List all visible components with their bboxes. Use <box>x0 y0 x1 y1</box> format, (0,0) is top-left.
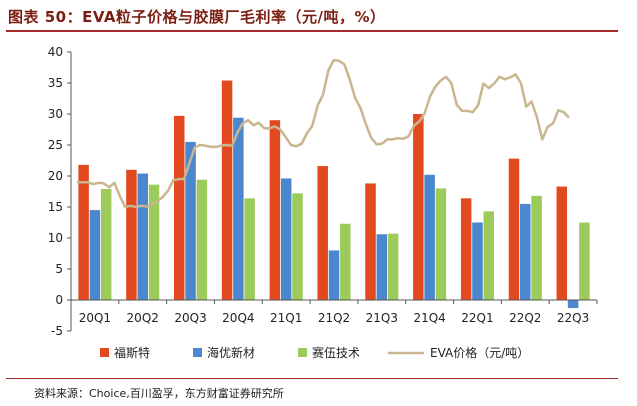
y-tick-label: 10 <box>48 231 63 245</box>
x-tick-label: 20Q3 <box>174 311 206 325</box>
bar-series-2 <box>376 234 388 300</box>
bar-series-3 <box>148 184 160 300</box>
bar-series-2 <box>424 174 435 300</box>
bar-series-1 <box>413 114 424 300</box>
y-tick-label: 25 <box>48 138 63 152</box>
x-tick-label: 21Q4 <box>413 311 445 325</box>
y-tick-label: 15 <box>48 200 63 214</box>
legend-swatch-3 <box>298 348 307 357</box>
bar-series-1 <box>269 120 281 300</box>
bar-series-3 <box>531 195 542 300</box>
y-tick-label: 35 <box>48 76 63 90</box>
y-tick-label: 5 <box>55 262 63 276</box>
bar-series-3 <box>292 193 303 300</box>
bar-series-1 <box>508 158 520 300</box>
bar-series-2 <box>472 222 483 300</box>
x-tick-label: 22Q1 <box>461 311 493 325</box>
y-tick-label: 0 <box>55 293 63 307</box>
x-tick-label: 21Q1 <box>270 311 302 325</box>
legend-label-4: EVA价格（元/吨） <box>430 345 529 360</box>
bar-series-2 <box>185 141 196 300</box>
bar-series-1 <box>556 186 568 300</box>
x-axis: 20Q1 20Q2 20Q3 20Q4 21Q1 21Q2 21Q3 21Q4 22Q1 22Q2… <box>70 299 598 325</box>
bar-series-3 <box>340 223 351 300</box>
bar-series-1 <box>221 80 233 301</box>
bar-series-3 <box>579 222 590 300</box>
legend-swatch-2 <box>193 348 202 357</box>
bar-series-3 <box>483 211 495 300</box>
bars <box>78 80 590 309</box>
bar-series-2 <box>89 210 101 300</box>
legend-label-2: 海优新材 <box>207 345 255 360</box>
footer-rule <box>6 378 618 379</box>
bar-series-1 <box>173 115 185 300</box>
bar-series-1 <box>78 164 89 300</box>
price-line <box>77 58 570 209</box>
bar-series-2 <box>137 173 148 300</box>
x-tick-label: 22Q2 <box>509 311 541 325</box>
bar-series-2 <box>280 178 292 300</box>
x-tick-label: 20Q1 <box>79 311 111 325</box>
x-tick-label: 21Q2 <box>318 311 350 325</box>
bar-series-2 <box>233 117 244 300</box>
bar-series-3 <box>244 198 255 300</box>
bar-series-3 <box>100 189 112 300</box>
legend-swatch-1 <box>100 348 109 357</box>
x-tick-label: 20Q2 <box>127 311 159 325</box>
source-note: 资料来源：Choice,百川盈孚，东方财富证券研究所 <box>34 387 284 400</box>
legend: 福斯特 海优新材 赛伍技术 EVA价格（元/吨） <box>100 345 529 360</box>
bar-series-1 <box>317 166 328 300</box>
y-tick-label: 40 <box>48 45 63 59</box>
bar-series-2 <box>567 300 579 309</box>
y-tick-label: 30 <box>48 107 63 121</box>
y-tick-label: 20 <box>48 169 63 183</box>
bar-series-1 <box>365 183 376 300</box>
x-tick-label: 21Q3 <box>366 311 398 325</box>
x-tick-label: 20Q4 <box>222 311 254 325</box>
bar-series-3 <box>435 188 447 300</box>
y-tick-label: -5 <box>51 324 63 338</box>
bar-series-1 <box>460 198 472 300</box>
legend-label-3: 赛伍技术 <box>312 345 360 360</box>
bar-series-2 <box>520 203 531 300</box>
eva-price-line <box>77 58 570 209</box>
x-tick-label: 22Q3 <box>557 311 589 325</box>
legend-label-1: 福斯特 <box>114 345 150 360</box>
y-axis: -5 0 5 10 15 20 25 30 35 40 <box>48 45 72 338</box>
bar-series-1 <box>126 169 137 300</box>
chart-title: 图表 50：EVA粒子价格与胶膜厂毛利率（元/吨，%） <box>8 8 386 26</box>
bar-series-2 <box>328 250 340 300</box>
bar-series-3 <box>196 179 208 300</box>
title-rule <box>6 30 618 32</box>
bar-series-3 <box>387 233 399 300</box>
